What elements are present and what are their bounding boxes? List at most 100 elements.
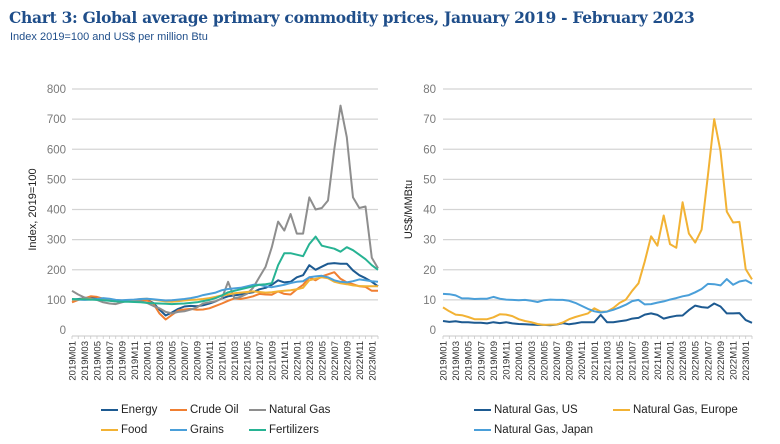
gas-chart-xtick-label: 2021M11	[653, 341, 664, 380]
index-chart-xtick-label: 2019M05	[92, 341, 103, 381]
legend-item-crude-oil: Crude Oil	[170, 404, 239, 416]
chart-title: Chart 3: Global average primary commodit…	[9, 8, 695, 27]
index-chart-xtick-label: 2022M09	[342, 341, 353, 381]
index-chart-xtick-label: 2020M07	[180, 341, 191, 381]
gas-chart-xtick-label: 2023M01	[741, 341, 752, 381]
index-chart-xtick-label: 2022M11	[355, 341, 366, 380]
index-chart-ytick-label: 500	[47, 174, 66, 186]
index-chart-xtick-label: 2023M01	[367, 341, 378, 381]
gas-chart-xtick-label: 2020M05	[539, 341, 550, 381]
chart-subtitle: Index 2019=100 and US$ per million Btu	[10, 31, 208, 43]
gas-chart-xtick-label: 2022M05	[691, 341, 702, 381]
legend-item-grains: Grains	[170, 424, 224, 436]
series-line-natural-gas-japan	[442, 278, 753, 314]
index-chart-xtick-label: 2021M11	[280, 341, 291, 380]
gas-chart-xtick-label: 2019M01	[439, 341, 450, 381]
legend-swatch	[101, 428, 118, 432]
gas-chart-ytick-label: 10	[423, 295, 436, 307]
gas-chart-xtick-label: 2022M07	[703, 341, 714, 381]
gas-chart-xtick-label: 2021M07	[628, 341, 639, 381]
legend-swatch	[170, 428, 187, 432]
gas-chart-xtick-label: 2021M03	[602, 341, 613, 381]
gas-chart-xtick-label: 2022M03	[678, 341, 689, 381]
index-chart-y-axis-label: Index, 2019=100	[27, 168, 39, 250]
index-chart-xtick-label: 2020M11	[205, 341, 216, 380]
index-chart-xtick-label: 2021M09	[267, 341, 278, 381]
index-chart-xtick-label: 2021M01	[217, 341, 228, 381]
index-chart-xtick-label: 2020M09	[192, 341, 203, 381]
series-line-natural-gas-us	[442, 302, 753, 327]
index-chart-ytick-label: 0	[60, 325, 66, 337]
legend-label: Natural Gas, US	[494, 404, 578, 416]
gas-chart-xtick-label: 2022M09	[716, 341, 727, 381]
legend-item-fertilizers: Fertilizers	[249, 424, 319, 436]
index-chart-xtick-label: 2022M01	[292, 341, 303, 381]
index-chart-ytick-label: 600	[47, 144, 66, 156]
gas-chart-ytick-label: 20	[423, 265, 436, 277]
gas-chart-xtick-label: 2019M07	[476, 341, 487, 381]
gas-chart-ytick-label: 40	[423, 205, 436, 217]
gas-chart-xtick-label: 2019M03	[451, 341, 462, 381]
legend-label: Fertilizers	[269, 424, 319, 436]
gas-chart-xtick-label: 2022M01	[666, 341, 677, 381]
legend-swatch	[249, 408, 266, 412]
legend-swatch	[249, 428, 266, 432]
gas-chart-xtick-label: 2019M09	[489, 341, 500, 381]
legend-label: Food	[121, 424, 148, 436]
gas-chart-ytick-label: 50	[423, 174, 436, 186]
gas-chart-xtick-label: 2020M03	[527, 341, 538, 381]
index-chart-ytick-label: 200	[47, 265, 66, 277]
legend-swatch	[474, 408, 491, 412]
legend-label: Natural Gas	[269, 404, 331, 416]
series-line-natural-gas-europe	[442, 118, 753, 326]
legend-label: Grains	[190, 424, 224, 436]
gas-chart-xtick-label: 2019M11	[502, 341, 513, 380]
legend-swatch	[101, 408, 118, 412]
index-chart-xtick-label: 2019M07	[105, 341, 116, 381]
index-chart-xtick-label: 2021M07	[255, 341, 266, 381]
gas-chart-xtick-label: 2020M09	[565, 341, 576, 381]
gas-chart-ytick-label: 70	[423, 114, 436, 126]
index-chart-xtick-label: 2019M03	[80, 341, 91, 381]
gas-chart-y-axis-label: US$/MMBtu	[403, 180, 415, 239]
legend-swatch	[474, 428, 491, 432]
legend-label: Crude Oil	[190, 404, 239, 416]
gas-chart-xtick-label: 2022M11	[729, 341, 740, 380]
gas-chart-xtick-label: 2020M01	[514, 341, 525, 381]
index-chart-ytick-label: 800	[47, 84, 66, 96]
legend-item-natural-gas: Natural Gas	[249, 404, 330, 416]
legend-label: Natural Gas, Japan	[494, 424, 594, 436]
gas-chart-ytick-label: 30	[423, 235, 436, 247]
gas-chart-xtick-label: 2020M11	[577, 341, 588, 380]
index-chart-xtick-label: 2020M03	[155, 341, 166, 381]
index-chart-xtick-label: 2019M01	[68, 341, 79, 381]
legend-label: Energy	[121, 404, 158, 416]
legend-item-food: Food	[101, 424, 147, 436]
gas-chart-xtick-label: 2021M05	[615, 341, 626, 381]
legend-item-energy: Energy	[101, 404, 157, 416]
index-chart-ytick-label: 100	[47, 295, 66, 307]
index-chart-xtick-label: 2021M03	[230, 341, 241, 381]
legend-swatch	[170, 408, 187, 412]
index-chart-ytick-label: 700	[47, 114, 66, 126]
gas-chart-xtick-label: 2021M01	[590, 341, 601, 381]
gas-chart-xtick-label: 2019M05	[464, 341, 475, 381]
index-chart-xtick-label: 2019M11	[130, 341, 141, 380]
index-chart-xtick-label: 2022M07	[330, 341, 341, 381]
gas-chart-xtick-label: 2020M07	[552, 341, 563, 381]
index-chart-xtick-label: 2020M05	[167, 341, 178, 381]
index-chart-ytick-label: 300	[47, 235, 66, 247]
legend-swatch	[613, 408, 630, 412]
index-chart-xtick-label: 2020M01	[142, 341, 153, 381]
series-line-fertilizers	[71, 235, 379, 306]
gas-chart-ytick-label: 80	[423, 84, 436, 96]
index-chart-ytick-label: 400	[47, 205, 66, 217]
legend-item-natural-gas-us: Natural Gas, US	[474, 404, 578, 416]
gas-chart-ytick-label: 60	[423, 144, 436, 156]
index-chart-xtick-label: 2022M05	[317, 341, 328, 381]
legend-item-natural-gas-europe: Natural Gas, Europe	[613, 404, 738, 416]
series-line-grains	[71, 274, 379, 302]
gas-chart-xtick-label: 2021M09	[640, 341, 651, 381]
index-chart-xtick-label: 2021M05	[242, 341, 253, 381]
